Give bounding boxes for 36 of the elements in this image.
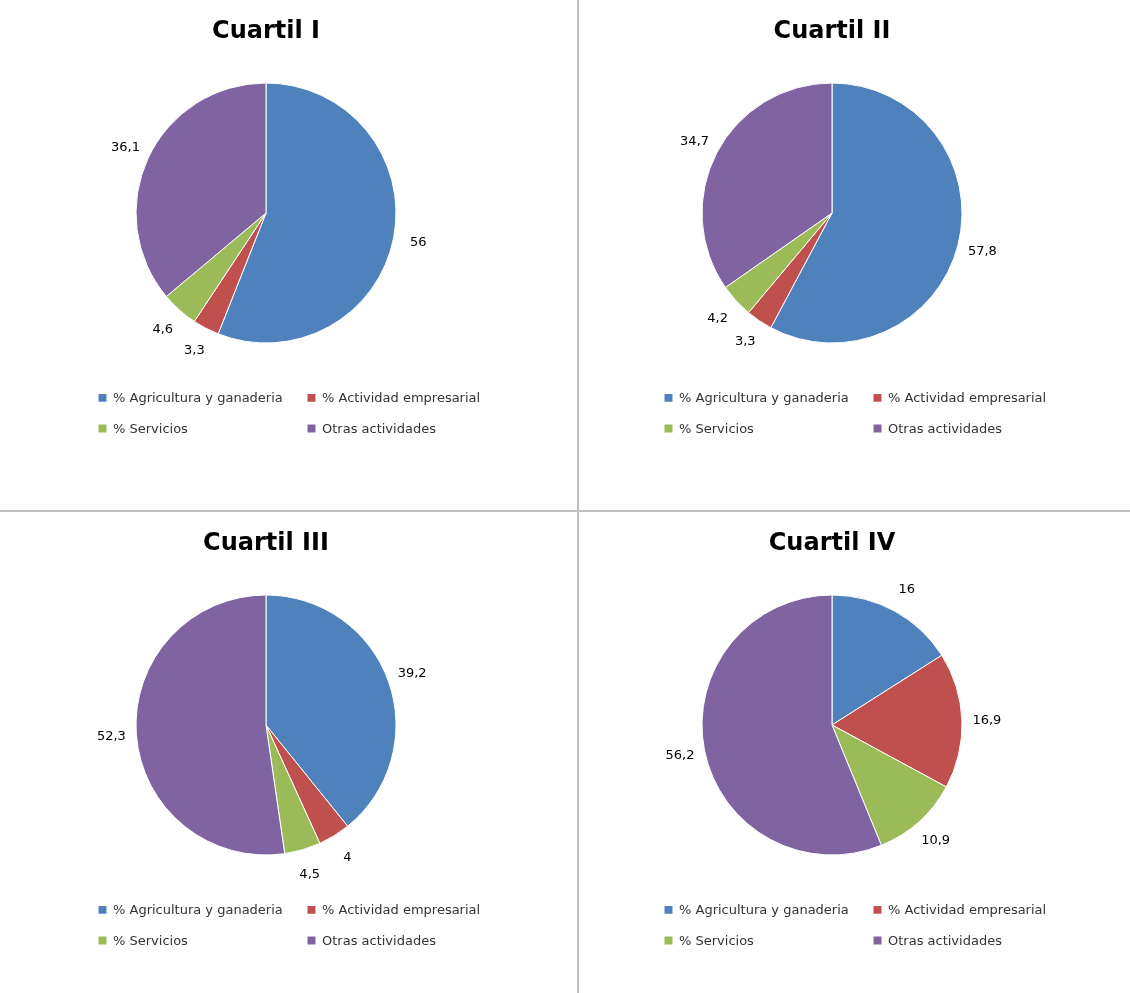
chart-title: Cuartil IV	[768, 528, 896, 556]
legend-label: Otras actividades	[888, 932, 1003, 948]
data-label: 4	[343, 848, 352, 864]
data-label: 16,9	[972, 711, 1002, 727]
data-label: 36,1	[111, 139, 141, 155]
legend-label: Otras actividades	[322, 420, 437, 436]
legend-label: % Agricultura y ganaderia	[679, 389, 849, 405]
data-label: 39,2	[397, 665, 427, 681]
legend-label: % Agricultura y ganaderia	[113, 389, 283, 405]
data-label: 16	[898, 581, 915, 597]
legend-label: % Agricultura y ganaderia	[113, 901, 283, 917]
chart-title: Cuartil I	[212, 16, 320, 44]
data-label: 34,7	[680, 133, 710, 149]
legend-label: % Actividad empresarial	[888, 389, 1047, 405]
data-label: 10,9	[921, 832, 951, 848]
legend-label: % Actividad empresarial	[322, 901, 481, 917]
legend-label: % Servicios	[113, 932, 189, 948]
legend-label: % Actividad empresarial	[322, 389, 481, 405]
legend-label: % Agricultura y ganaderia	[679, 901, 849, 917]
legend-label: Otras actividades	[322, 932, 437, 948]
legend-label: % Servicios	[679, 420, 755, 436]
legend-label: % Actividad empresarial	[888, 901, 1047, 917]
legend-label: % Servicios	[679, 932, 755, 948]
data-label: 3,3	[734, 333, 756, 349]
legend-label: % Servicios	[113, 420, 189, 436]
data-label: 4,5	[299, 865, 321, 881]
chart-title: Cuartil II	[773, 16, 891, 44]
data-label: 57,8	[967, 242, 997, 258]
legend-label: Otras actividades	[888, 420, 1003, 436]
data-label: 3,3	[183, 342, 205, 358]
data-label: 52,3	[96, 728, 126, 744]
chart-title: Cuartil III	[203, 528, 329, 556]
data-label: 4,2	[707, 309, 729, 325]
data-label: 4,6	[152, 320, 174, 336]
data-label: 56	[409, 234, 427, 250]
data-label: 56,2	[665, 747, 695, 762]
